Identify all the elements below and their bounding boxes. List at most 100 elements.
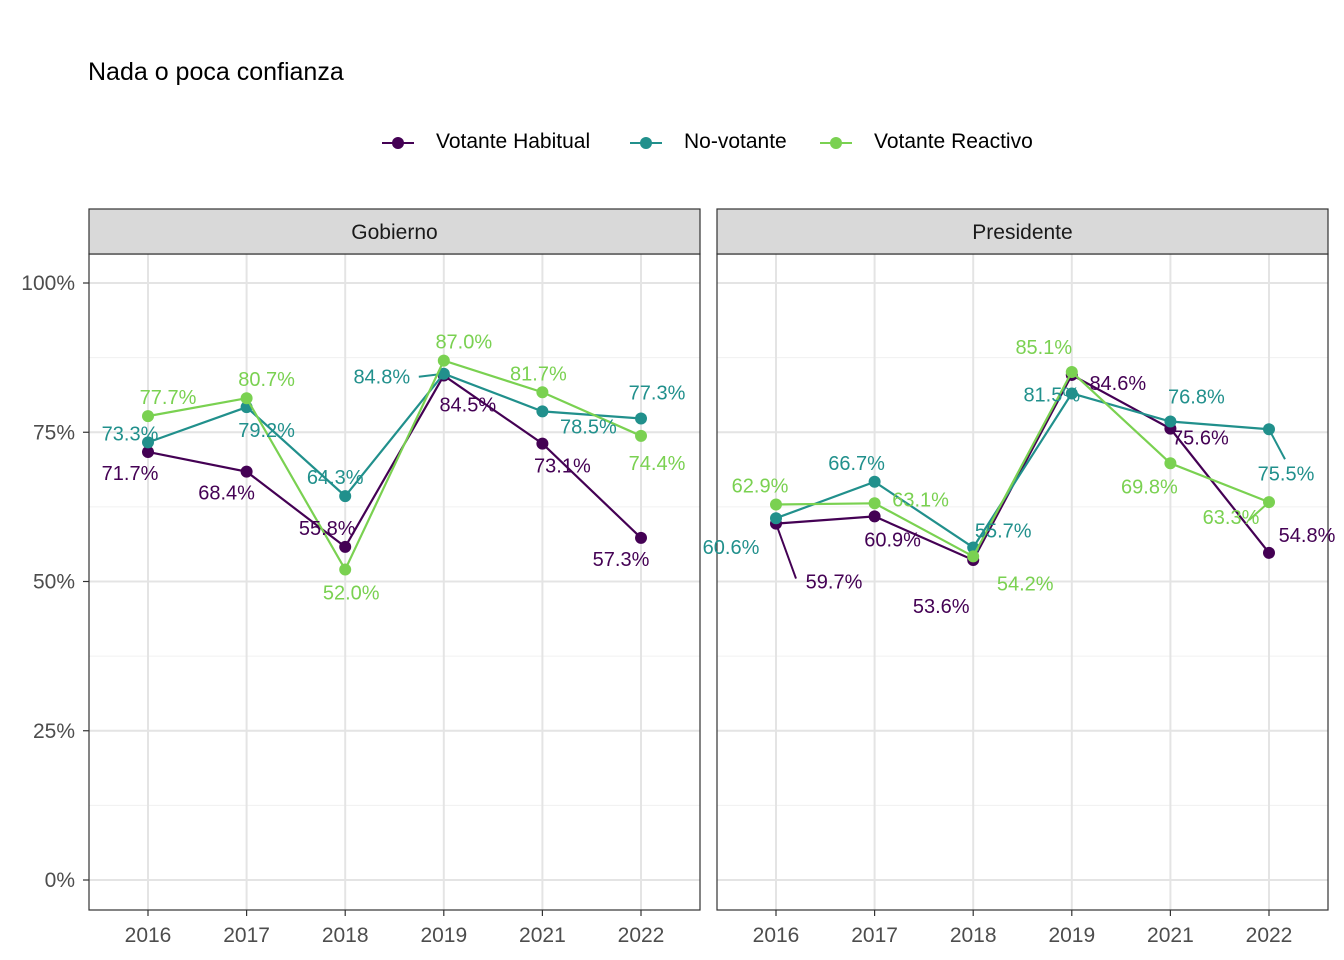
data-label: 79.2% — [238, 420, 295, 442]
data-point — [635, 429, 647, 442]
data-point — [1065, 365, 1078, 378]
legend-label: No-votante — [684, 130, 787, 153]
y-tick-label: 25% — [33, 720, 75, 743]
x-tick-label: 2021 — [519, 924, 566, 947]
y-tick-label: 100% — [21, 272, 75, 295]
x-tick-label: 2016 — [753, 924, 800, 947]
legend-label: Votante Reactivo — [874, 130, 1033, 153]
data-label: 81.5% — [1023, 384, 1080, 406]
series-line — [147, 372, 642, 498]
data-point — [868, 510, 881, 523]
y-tick-label: 75% — [33, 421, 75, 444]
data-point — [142, 436, 154, 449]
data-point — [868, 497, 881, 510]
x-tick-label: 2017 — [223, 924, 270, 947]
x-tick-label: 2019 — [1048, 924, 1095, 947]
x-tick-label: 2017 — [851, 924, 898, 947]
data-label: 55.7% — [975, 520, 1032, 542]
data-label: 76.8% — [1168, 387, 1225, 409]
y-tick-label: 50% — [33, 571, 75, 594]
data-point — [1263, 546, 1275, 559]
x-tick-label: 2021 — [1147, 924, 1194, 947]
data-label: 73.1% — [534, 456, 591, 478]
data-label: 74.4% — [629, 453, 686, 475]
data-point — [1263, 496, 1275, 509]
x-tick-label: 2022 — [618, 924, 665, 947]
data-point — [339, 490, 352, 503]
label-leader-line — [775, 523, 797, 579]
data-point — [240, 465, 253, 478]
legend-key-icon — [820, 137, 852, 149]
data-label: 75.6% — [1172, 428, 1229, 450]
series-line — [775, 373, 1270, 562]
data-label: 54.8% — [1279, 525, 1336, 547]
data-point — [1164, 457, 1177, 470]
data-label: 69.8% — [1121, 476, 1178, 498]
facet-strip — [716, 208, 1329, 255]
data-point — [868, 475, 881, 488]
series-line — [147, 373, 642, 549]
legend: Votante Habitual No-votante Votante Reac… — [0, 126, 1344, 160]
y-tick-label: 0% — [45, 869, 75, 892]
data-label: 62.9% — [732, 475, 789, 497]
data-point — [240, 392, 253, 405]
data-label: 52.0% — [323, 583, 380, 605]
data-label: 63.1% — [892, 489, 949, 511]
data-label: 64.3% — [307, 467, 364, 489]
data-label: 54.2% — [997, 573, 1054, 595]
facet-strip — [88, 208, 701, 255]
data-label: 66.7% — [828, 453, 885, 475]
data-point — [339, 540, 352, 553]
data-point — [339, 563, 352, 576]
data-point — [1263, 423, 1275, 436]
data-label: 84.6% — [1089, 373, 1146, 395]
data-label: 85.1% — [1015, 337, 1072, 359]
data-label: 77.3% — [629, 383, 686, 405]
x-tick-label: 2018 — [322, 924, 369, 947]
series-line — [775, 370, 1270, 558]
series-line — [775, 392, 1270, 550]
data-point — [770, 498, 782, 511]
facet-strip-label: Presidente — [972, 221, 1072, 244]
data-label: 73.3% — [102, 423, 159, 445]
data-label: 57.3% — [593, 549, 650, 571]
x-tick-label: 2022 — [1246, 924, 1293, 947]
data-label: 59.7% — [806, 572, 863, 594]
legend-key-icon — [630, 137, 662, 149]
legend-key-icon — [382, 137, 414, 149]
x-tick-label: 2016 — [125, 924, 172, 947]
data-label: 55.8% — [299, 518, 356, 540]
data-label: 71.7% — [102, 463, 159, 485]
data-label: 77.7% — [140, 387, 197, 409]
data-point — [1164, 415, 1177, 428]
data-point — [770, 512, 782, 525]
data-point — [536, 386, 549, 399]
data-point — [635, 412, 647, 425]
facet-strip-label: Gobierno — [351, 221, 437, 244]
legend-label: Votante Habitual — [436, 130, 591, 153]
data-label: 84.8% — [353, 367, 410, 389]
data-label: 81.7% — [510, 363, 567, 385]
data-label: 63.3% — [1203, 507, 1260, 529]
data-point — [536, 437, 549, 450]
data-label: 53.6% — [913, 596, 970, 618]
data-label: 60.6% — [703, 537, 760, 559]
chart-title: Nada o poca confianza — [88, 58, 344, 86]
series-line — [147, 359, 642, 572]
x-tick-label: 2018 — [950, 924, 997, 947]
data-point — [1065, 387, 1078, 400]
data-point — [635, 531, 647, 544]
data-point — [142, 445, 154, 458]
data-label: 84.5% — [439, 395, 496, 417]
x-tick-label: 2019 — [420, 924, 467, 947]
data-point — [437, 354, 450, 367]
data-label: 87.0% — [435, 332, 492, 354]
data-label: 80.7% — [238, 369, 295, 391]
data-label: 60.9% — [864, 529, 921, 551]
data-point — [536, 405, 549, 418]
data-label: 75.5% — [1258, 463, 1315, 485]
data-point — [142, 410, 154, 423]
data-label: 78.5% — [560, 416, 617, 438]
data-point — [967, 550, 980, 563]
